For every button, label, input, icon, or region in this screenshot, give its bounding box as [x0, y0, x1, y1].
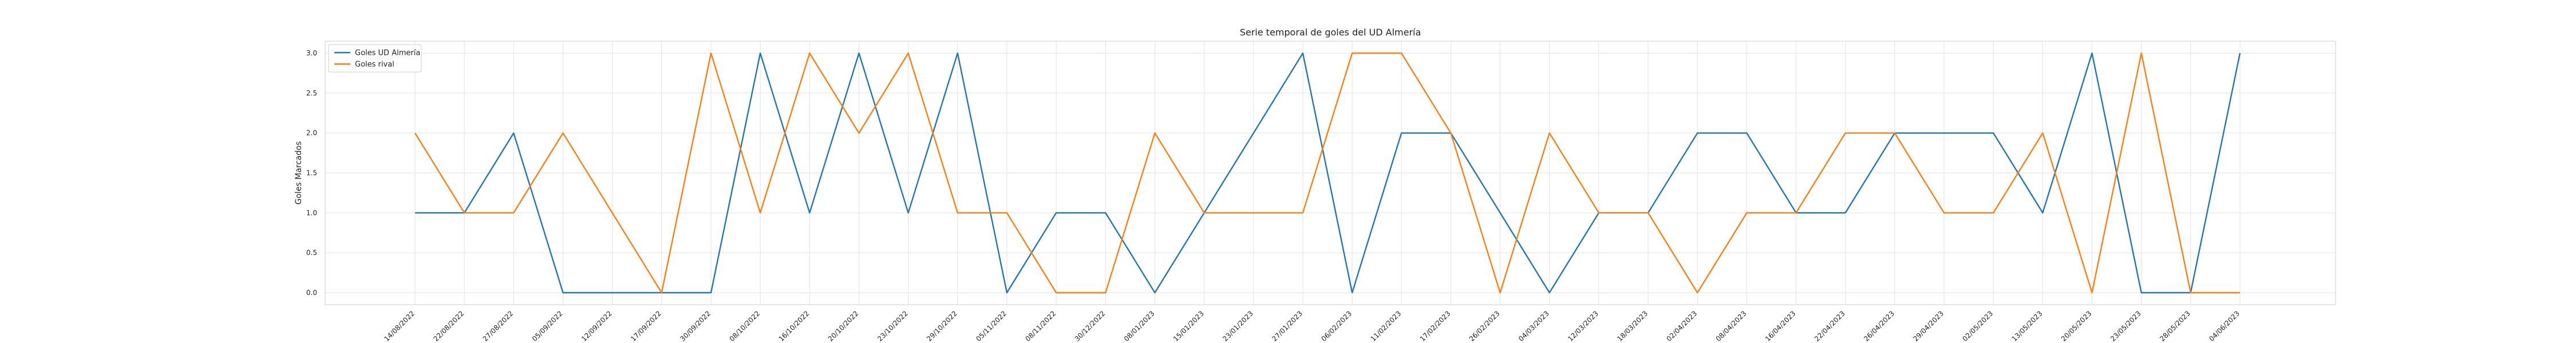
y-tick-label: 2.0 [306, 129, 317, 137]
y-tick-label: 1.0 [306, 209, 317, 217]
series-line-2 [414, 52, 2240, 294]
legend-label: Goles UD Almería [355, 49, 420, 58]
series-line-1 [415, 52, 2241, 294]
y-tick-label: 0.5 [306, 249, 317, 257]
plot-frame [325, 41, 2336, 305]
y-axis-label: Goles Marcados [294, 141, 303, 205]
y-tick-label: 0.0 [306, 289, 317, 297]
y-tick-label: 2.5 [306, 89, 317, 97]
y-tick-label: 1.5 [306, 169, 317, 177]
legend: Goles UD Almería Goles rival [328, 44, 422, 73]
legend-label: Goles rival [355, 61, 394, 69]
y-tick-label: 3.0 [306, 49, 317, 57]
chart-title: Serie temporal de goles del UD Almería [1240, 27, 1421, 38]
y-tick-labels: 0.0 0.5 1.0 1.5 2.0 2.5 3.0 [306, 49, 317, 297]
series-layer [414, 52, 2241, 294]
legend-box [328, 44, 422, 73]
grid [325, 41, 2336, 305]
